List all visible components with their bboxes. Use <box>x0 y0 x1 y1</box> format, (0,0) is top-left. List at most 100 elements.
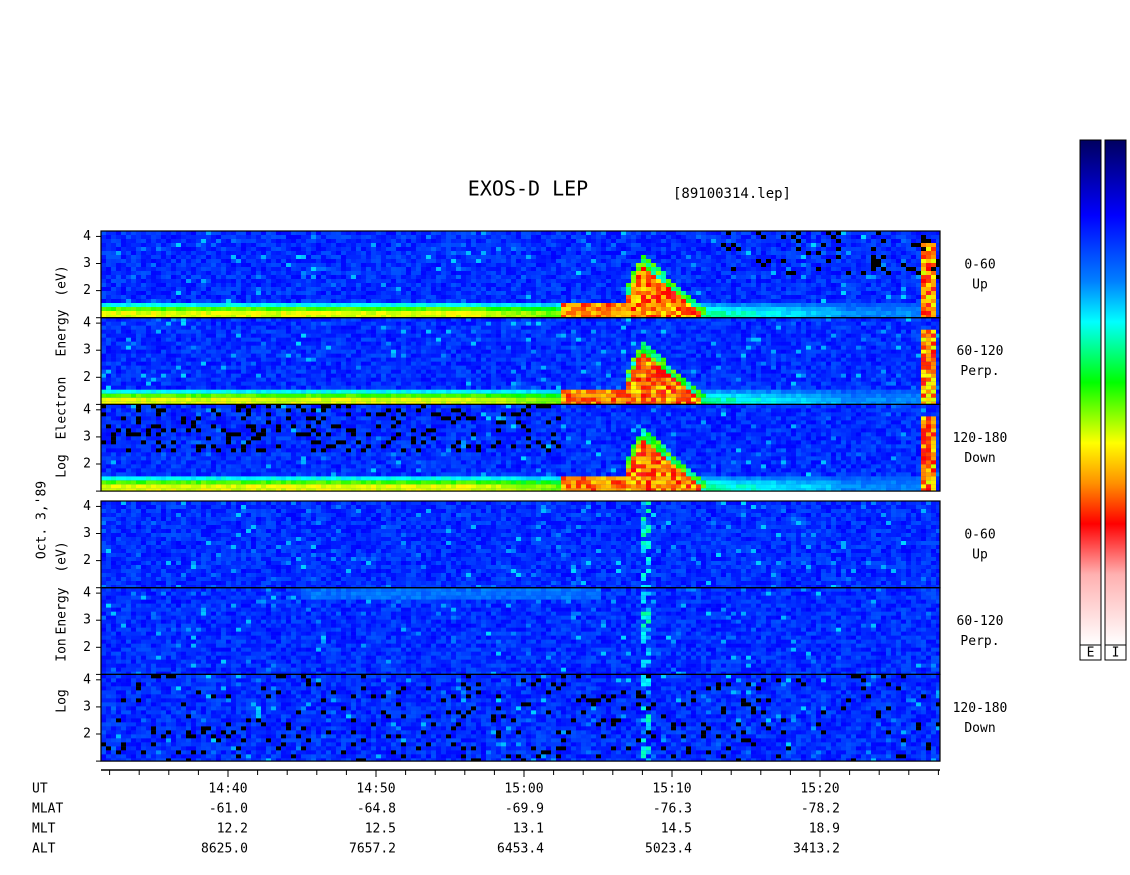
spectrogram-cell <box>496 263 501 267</box>
spectrogram-cell <box>146 329 151 334</box>
spectrogram-cell <box>426 315 431 318</box>
spectrogram-cell <box>381 267 386 271</box>
spectrogram-cell <box>561 315 566 318</box>
spectrogram-cell <box>266 243 271 247</box>
spectrogram-cell <box>451 283 456 287</box>
spectrogram-cell <box>366 231 371 235</box>
spectrogram-cell <box>101 325 106 330</box>
spectrogram-cell <box>376 345 381 350</box>
spectrogram-cell <box>751 315 756 318</box>
spectrogram-cell <box>161 325 166 330</box>
spectrogram-cell <box>456 235 461 239</box>
spectrogram-cell <box>191 231 196 235</box>
spectrogram-cell <box>906 341 911 346</box>
spectrogram-cell <box>666 231 671 235</box>
spectrogram-cell <box>216 255 221 259</box>
spectrogram-cell <box>156 255 161 259</box>
spectrogram-cell <box>766 275 771 279</box>
spectrogram-cell <box>771 275 776 279</box>
spectrogram-cell <box>756 271 761 275</box>
spectrogram-cell <box>441 325 446 330</box>
spectrogram-cell <box>651 329 656 334</box>
spectrogram-cell <box>776 231 781 235</box>
spectrogram-cell <box>666 307 671 311</box>
spectrogram-cell <box>761 231 766 235</box>
spectrogram-cell <box>241 295 246 299</box>
spectrogram-cell <box>836 337 841 342</box>
spectrogram-cell <box>586 255 591 259</box>
spectrogram-cell <box>611 317 616 322</box>
spectrogram-cell <box>256 345 261 350</box>
spectrogram-cell <box>556 251 561 255</box>
spectrogram-cell <box>541 325 546 330</box>
spectrogram-cell <box>501 333 506 338</box>
spectrogram-cell <box>236 291 241 295</box>
spectrogram-cell <box>576 255 581 259</box>
spectrogram-cell <box>656 279 661 283</box>
spectrogram-cell <box>531 267 536 271</box>
colorbar-label-box <box>1079 644 1102 661</box>
spectrogram-cell <box>761 271 766 275</box>
spectrogram-cell <box>156 295 161 299</box>
spectrogram-cell <box>361 275 366 279</box>
spectrogram-cell <box>696 325 701 330</box>
spectrogram-cell <box>836 321 841 326</box>
spectrogram-cell <box>586 251 591 255</box>
spectrogram-cell <box>231 315 236 318</box>
spectrogram-cell <box>851 235 856 239</box>
spectrogram-cell <box>361 255 366 259</box>
spectrogram-cell <box>696 235 701 239</box>
spectrogram-cell <box>856 337 861 342</box>
spectrogram-cell <box>831 283 836 287</box>
spectrogram-cell <box>891 341 896 346</box>
spectrogram-cell <box>501 303 506 307</box>
spectrogram-cell <box>506 251 511 255</box>
spectrogram-cell <box>291 251 296 255</box>
spectrogram-cell <box>896 243 901 247</box>
spectrogram-cell <box>776 263 781 267</box>
spectrogram-cell <box>866 283 871 287</box>
spectrogram-cell <box>141 337 146 342</box>
spectrogram-cell <box>601 287 606 291</box>
spectrogram-cell <box>156 311 161 315</box>
spectrogram-cell <box>386 333 391 338</box>
spectrogram-cell <box>306 299 311 303</box>
spectrogram-cell <box>791 251 796 255</box>
spectrogram-cell <box>601 231 606 235</box>
spectrogram-cell <box>191 271 196 275</box>
spectrogram-cell <box>576 295 581 299</box>
spectrogram-cell <box>641 325 646 330</box>
spectrogram-cell <box>156 275 161 279</box>
spectrogram-cell <box>556 341 561 346</box>
spectrogram-cell <box>146 239 151 243</box>
spectrogram-cell <box>621 279 626 283</box>
spectrogram-cell <box>551 321 556 326</box>
spectrogram-cell <box>916 263 921 267</box>
spectrogram-cell <box>486 291 491 295</box>
spectrogram-cell <box>931 239 936 243</box>
spectrogram-cell <box>616 239 621 243</box>
spectrogram-cell <box>441 275 446 279</box>
spectrogram-cell <box>581 267 586 271</box>
spectrogram-cell <box>136 275 141 279</box>
spectrogram-cell <box>306 263 311 267</box>
spectrogram-cell <box>481 299 486 303</box>
spectrogram-cell <box>926 239 931 243</box>
spectrogram-cell <box>376 279 381 283</box>
spectrogram-cell <box>461 259 466 263</box>
spectrogram-cell <box>436 271 441 275</box>
spectrogram-cell <box>531 263 536 267</box>
spectrogram-cell <box>496 251 501 255</box>
spectrogram-cell <box>241 247 246 251</box>
spectrogram-cell <box>466 307 471 311</box>
spectrogram-cell <box>246 329 251 334</box>
spectrogram-cell <box>411 239 416 243</box>
spectrogram-cell <box>131 267 136 271</box>
spectrogram-cell <box>451 333 456 338</box>
spectrogram-cell <box>306 333 311 338</box>
spectrogram-cell <box>656 247 661 251</box>
spectrogram-cell <box>691 299 696 303</box>
spectrogram-cell <box>881 341 886 346</box>
spectrogram-cell <box>856 235 861 239</box>
spectrogram-cell <box>916 259 921 263</box>
